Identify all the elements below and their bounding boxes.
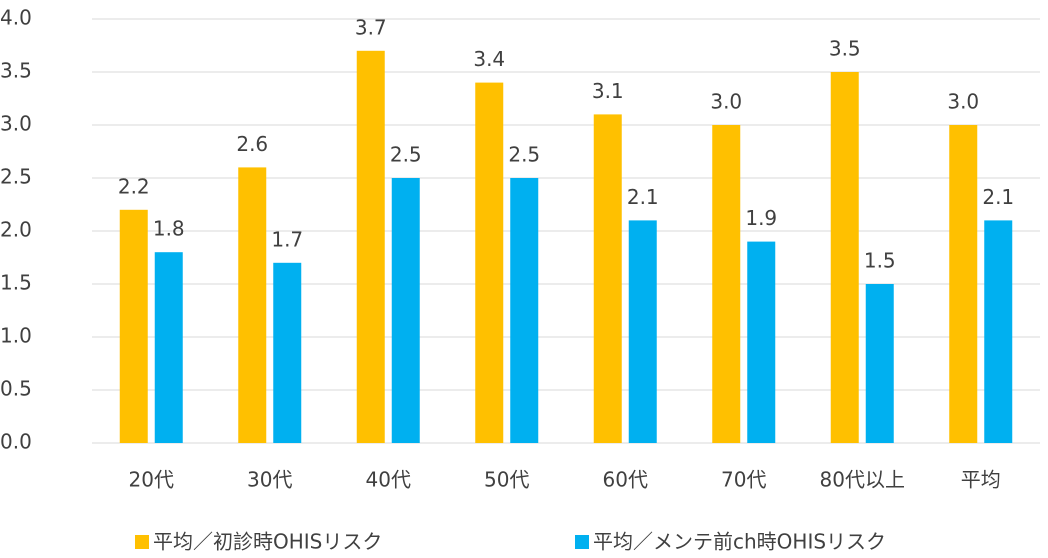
x-tick-label: 70代	[721, 468, 766, 492]
data-label: 1.9	[745, 206, 777, 230]
data-label: 3.5	[829, 37, 861, 61]
data-label: 3.1	[592, 79, 624, 103]
data-label: 1.5	[864, 249, 896, 273]
bar	[154, 252, 183, 443]
legend-swatch	[135, 535, 149, 549]
x-tick-label: 30代	[247, 468, 292, 492]
data-label: 2.2	[118, 174, 150, 198]
bar	[475, 82, 504, 443]
data-label: 3.4	[473, 47, 505, 71]
bar	[712, 125, 741, 443]
data-label: 2.5	[390, 143, 422, 167]
legend-swatch	[575, 535, 589, 549]
bar	[119, 209, 148, 443]
bar	[510, 178, 539, 443]
y-tick-label: 2.5	[0, 165, 32, 189]
data-label: 3.7	[355, 15, 387, 39]
y-tick-label: 0.5	[0, 377, 32, 401]
bar	[391, 178, 420, 443]
bar	[593, 114, 622, 444]
y-tick-label: 1.0	[0, 324, 32, 348]
bar	[273, 262, 302, 443]
bar	[949, 125, 978, 443]
data-label: 2.1	[982, 185, 1014, 209]
bar	[628, 220, 657, 443]
bar	[830, 72, 859, 443]
x-tick-label: 80代以上	[820, 468, 905, 492]
bar	[356, 50, 385, 444]
data-label: 2.5	[508, 143, 540, 167]
x-tick-label: 20代	[129, 468, 174, 492]
y-tick-label: 4.0	[0, 6, 32, 30]
x-tick-label: 50代	[484, 468, 529, 492]
legend-label: 平均／初診時OHISリスク	[153, 530, 382, 554]
data-label: 2.6	[236, 132, 268, 156]
y-tick-label: 1.5	[0, 271, 32, 295]
bar	[747, 241, 776, 443]
data-label: 1.7	[271, 227, 303, 251]
bar	[984, 220, 1013, 443]
data-label: 1.8	[153, 217, 185, 241]
legend-label: 平均／メンテ前ch時OHISリスク	[593, 530, 886, 554]
data-label: 3.0	[710, 90, 742, 114]
bar	[238, 167, 267, 443]
y-tick-label: 3.5	[0, 59, 32, 83]
x-tick-label: 平均	[961, 468, 1001, 492]
y-tick-label: 3.0	[0, 112, 32, 136]
data-label: 3.0	[947, 90, 979, 114]
y-tick-label: 0.0	[0, 430, 32, 454]
x-tick-label: 60代	[603, 468, 648, 492]
bar	[865, 284, 894, 443]
y-tick-label: 2.0	[0, 218, 32, 242]
x-tick-label: 40代	[366, 468, 411, 492]
data-label: 2.1	[627, 185, 659, 209]
